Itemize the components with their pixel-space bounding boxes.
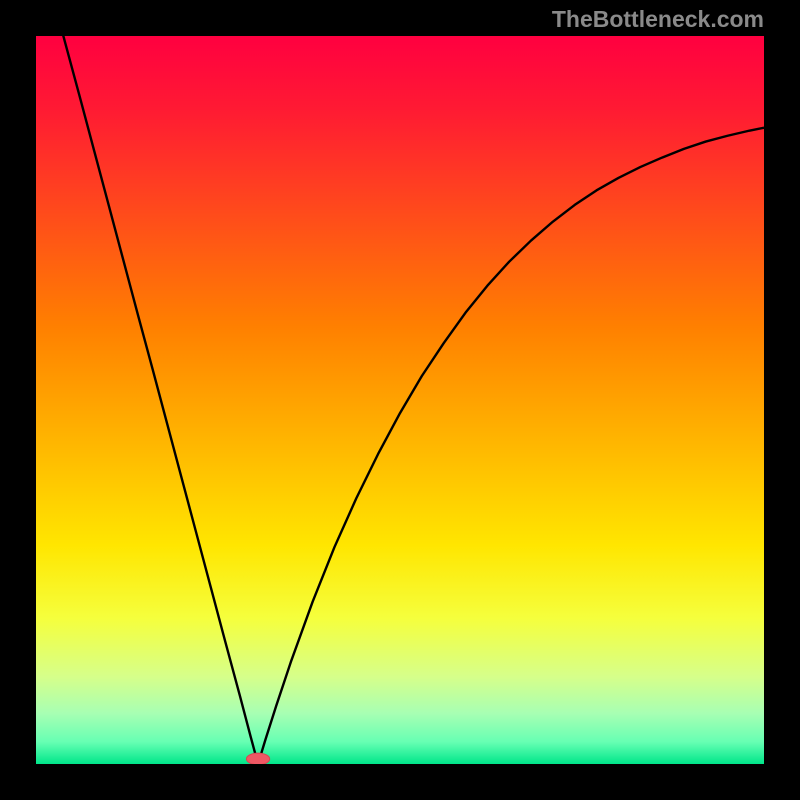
plot-area [36, 36, 764, 764]
chart-svg [36, 36, 764, 764]
minimum-marker [246, 753, 269, 764]
gradient-background [36, 36, 764, 764]
watermark-text: TheBottleneck.com [552, 6, 764, 33]
